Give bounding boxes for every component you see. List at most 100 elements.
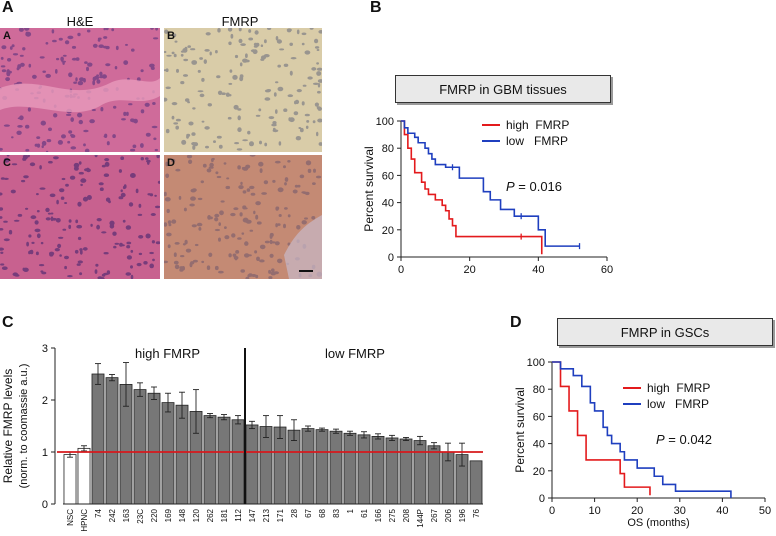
bar-label-144P: 144P [416, 509, 425, 528]
gsc-x-tick-label: 10 [588, 505, 600, 517]
micrograph-he-a-image [0, 28, 160, 152]
micrograph-letter-c: C [3, 157, 11, 169]
gbm-x-axis-label: OS (months) [473, 276, 535, 277]
gbm-series-high-line [401, 120, 543, 255]
gbm-legend-label: high FMRP [506, 118, 569, 132]
bar-label-166: 166 [374, 508, 383, 522]
gbm-legend-label: low FMRP [506, 134, 568, 148]
bar-label-206: 206 [444, 508, 453, 522]
bar-y-tick-label: 0 [42, 499, 48, 511]
micrograph-fmrp-b-image [164, 28, 322, 152]
bar-label-169: 169 [164, 508, 173, 522]
micrograph-he-c: C [0, 155, 160, 279]
bar-74 [91, 373, 105, 505]
bar-label-68: 68 [318, 508, 327, 517]
panel-label-b: B [370, 0, 382, 16]
micrograph-fmrp-d: D [164, 155, 322, 279]
gbm-x-tick-label: 20 [464, 264, 476, 276]
bar-83 [329, 430, 343, 505]
bar-label-148: 148 [178, 508, 187, 522]
gsc-x-tick-label: 0 [549, 505, 555, 517]
bar-148 [175, 404, 189, 505]
bar-y-axis-label: Relative FMRP levels [1, 369, 15, 483]
micrograph-fmrp-b: B [164, 28, 322, 152]
micrograph-letter-b: B [167, 30, 175, 42]
gsc-legend-label: low FMRP [647, 397, 709, 411]
gbm-x-tick-label: 60 [601, 264, 613, 276]
bar-y-axis-sublabel: (norm. to coomassie a.u.) [18, 364, 30, 489]
gsc-x-tick-label: 50 [759, 505, 771, 517]
bar-275 [385, 437, 399, 505]
bar-label-67: 67 [304, 508, 313, 517]
bar-label-120: 120 [192, 508, 201, 522]
gbm-y-tick-label: 80 [382, 143, 394, 155]
gsc-chart-title: FMRP in GSCs [557, 318, 773, 346]
bar-NSC [63, 454, 77, 505]
bar-HPNC [77, 447, 91, 505]
gbm-series-low-line [401, 120, 580, 247]
panel-label-d: D [510, 314, 522, 331]
bar-166 [371, 436, 385, 505]
bar-y-tick-label: 2 [42, 395, 48, 407]
low-fmrp-group-label: low FMRP [325, 346, 385, 361]
gbm-y-axis-label: Percent survival [362, 146, 376, 231]
bar-label-208: 208 [402, 508, 411, 522]
bar-242 [105, 377, 119, 505]
gsc-y-tick-label: 20 [533, 466, 545, 478]
bar-label-1: 1 [346, 508, 355, 513]
bar-label-262: 262 [206, 508, 215, 522]
micrograph-he-c-image [0, 155, 160, 279]
bar-label-HPNC: HPNC [80, 509, 89, 532]
bar-y-tick-label: 1 [42, 447, 48, 459]
bar-label-83: 83 [332, 508, 341, 517]
bar-label-147: 147 [248, 508, 257, 522]
gsc-y-tick-label: 100 [527, 357, 545, 369]
bar-label-220: 220 [150, 508, 159, 522]
bar-76 [469, 460, 483, 505]
micrograph-letter-d: D [167, 157, 175, 169]
bar-label-28: 28 [290, 508, 299, 517]
bar-label-196: 196 [458, 508, 467, 522]
bar-147 [245, 424, 259, 505]
bar-213 [259, 426, 273, 505]
gsc-pvalue: P = 0.042 [656, 432, 712, 447]
gbm-y-tick-label: 100 [376, 116, 394, 128]
bar-label-163: 163 [122, 508, 131, 522]
panel-label-a: A [2, 0, 14, 16]
gsc-series-low-line [552, 361, 732, 498]
gsc-y-tick-label: 80 [533, 384, 545, 396]
bar-169 [161, 402, 175, 505]
gsc-legend-label: high FMRP [647, 381, 710, 395]
bar-label-242: 242 [108, 508, 117, 522]
gbm-y-tick-label: 60 [382, 170, 394, 182]
bar-68 [315, 429, 329, 505]
bar-label-74: 74 [94, 508, 103, 517]
gsc-x-tick-label: 30 [674, 505, 686, 517]
bar-label-23C: 23C [136, 509, 145, 524]
gsc-survival-chart: 0 20 40 60 80 100 0 10 20 30 40 50 OS (months) Percen… [513, 357, 771, 529]
gbm-x-tick-label: 40 [532, 264, 544, 276]
bar-262 [203, 415, 217, 505]
fmrp-column-header: FMRP [221, 14, 259, 29]
gsc-y-tick-label: 40 [533, 439, 545, 451]
bar-267 [427, 445, 441, 505]
bar-label-181: 181 [220, 508, 229, 522]
gsc-x-tick-label: 20 [631, 505, 643, 517]
gbm-pvalue: P = 0.016 [506, 179, 562, 194]
bar-y-tick-label: 3 [42, 343, 48, 355]
gbm-y-tick-label: 40 [382, 198, 394, 210]
fmrp-levels-bar-chart: 0 1 2 3 Relative FMRP levels (norm. to coomas… [1, 343, 483, 532]
gsc-series-high-line [552, 361, 651, 496]
high-fmrp-group-label: high FMRP [135, 346, 200, 361]
gbm-survival-chart: 0 20 40 60 80 100 0 20 40 60 OS (months) Percent su… [362, 116, 613, 277]
micrograph-letter-a: A [3, 30, 11, 42]
gbm-chart-title: FMRP in GBM tissues [395, 75, 611, 103]
bar-label-275: 275 [388, 508, 397, 522]
bar-label-NSC: NSC [66, 509, 75, 526]
bar-label-213: 213 [262, 508, 271, 522]
bar-28 [287, 429, 301, 505]
bar-112 [231, 419, 245, 505]
panel-label-c: C [2, 314, 14, 331]
bar-220 [147, 392, 161, 505]
gbm-y-tick-label: 20 [382, 225, 394, 237]
